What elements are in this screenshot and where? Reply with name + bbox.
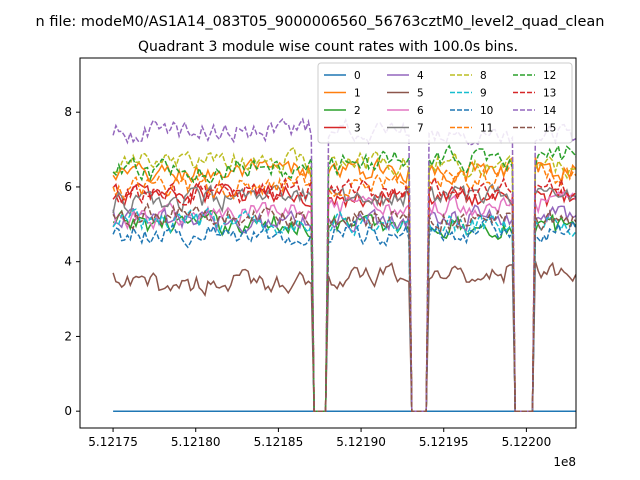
x-tick-label: 5.12180 [171, 435, 221, 449]
series-line-15 [112, 202, 576, 412]
series-layer [112, 117, 576, 412]
legend-label-1: 1 [354, 88, 361, 100]
y-tick-label: 8 [64, 105, 72, 119]
series-line-4 [112, 204, 576, 412]
series-line-5 [112, 260, 576, 412]
y-tick-label: 0 [64, 404, 72, 418]
y-tick-label: 6 [64, 180, 72, 194]
legend-label-14: 14 [543, 105, 557, 117]
legend-label-12: 12 [543, 70, 556, 82]
legend-label-3: 3 [354, 123, 361, 135]
legend-label-2: 2 [354, 105, 361, 117]
legend-label-7: 7 [417, 123, 424, 135]
x-tick-label: 5.12200 [502, 435, 552, 449]
x-offset-label: 1e8 [553, 455, 576, 469]
x-tick-label: 5.12190 [336, 435, 386, 449]
series-line-12 [112, 143, 576, 412]
chart-title: Quadrant 3 module wise count rates with … [138, 39, 518, 55]
legend-label-15: 15 [543, 123, 556, 135]
x-tick-label: 5.12195 [419, 435, 469, 449]
legend-label-8: 8 [480, 70, 487, 82]
legend-label-11: 11 [480, 123, 493, 135]
legend-label-0: 0 [354, 70, 361, 82]
legend-label-9: 9 [480, 88, 487, 100]
y-axis: 0 2 4 6 8 [64, 105, 80, 418]
legend-label-13: 13 [543, 88, 556, 100]
legend-label-4: 4 [417, 70, 424, 82]
legend-label-5: 5 [417, 88, 424, 100]
series-line-11 [112, 162, 576, 412]
legend-label-6: 6 [417, 105, 424, 117]
x-tick-label: 5.12185 [254, 435, 304, 449]
legend-label-10: 10 [480, 105, 493, 117]
chart-suptitle: n file: modeM0/AS1A14_083T05_9000006560_… [36, 14, 605, 30]
series-line-13 [112, 176, 576, 412]
x-tick-label: 5.12175 [88, 435, 138, 449]
series-line-9 [112, 207, 576, 412]
x-axis: 5.12175 5.12180 5.12185 5.12190 5.12195 5.122… [88, 428, 551, 449]
y-tick-label: 2 [64, 329, 72, 343]
plot-frame [79, 57, 577, 429]
legend-box [317, 62, 573, 144]
y-tick-label: 4 [64, 255, 72, 269]
